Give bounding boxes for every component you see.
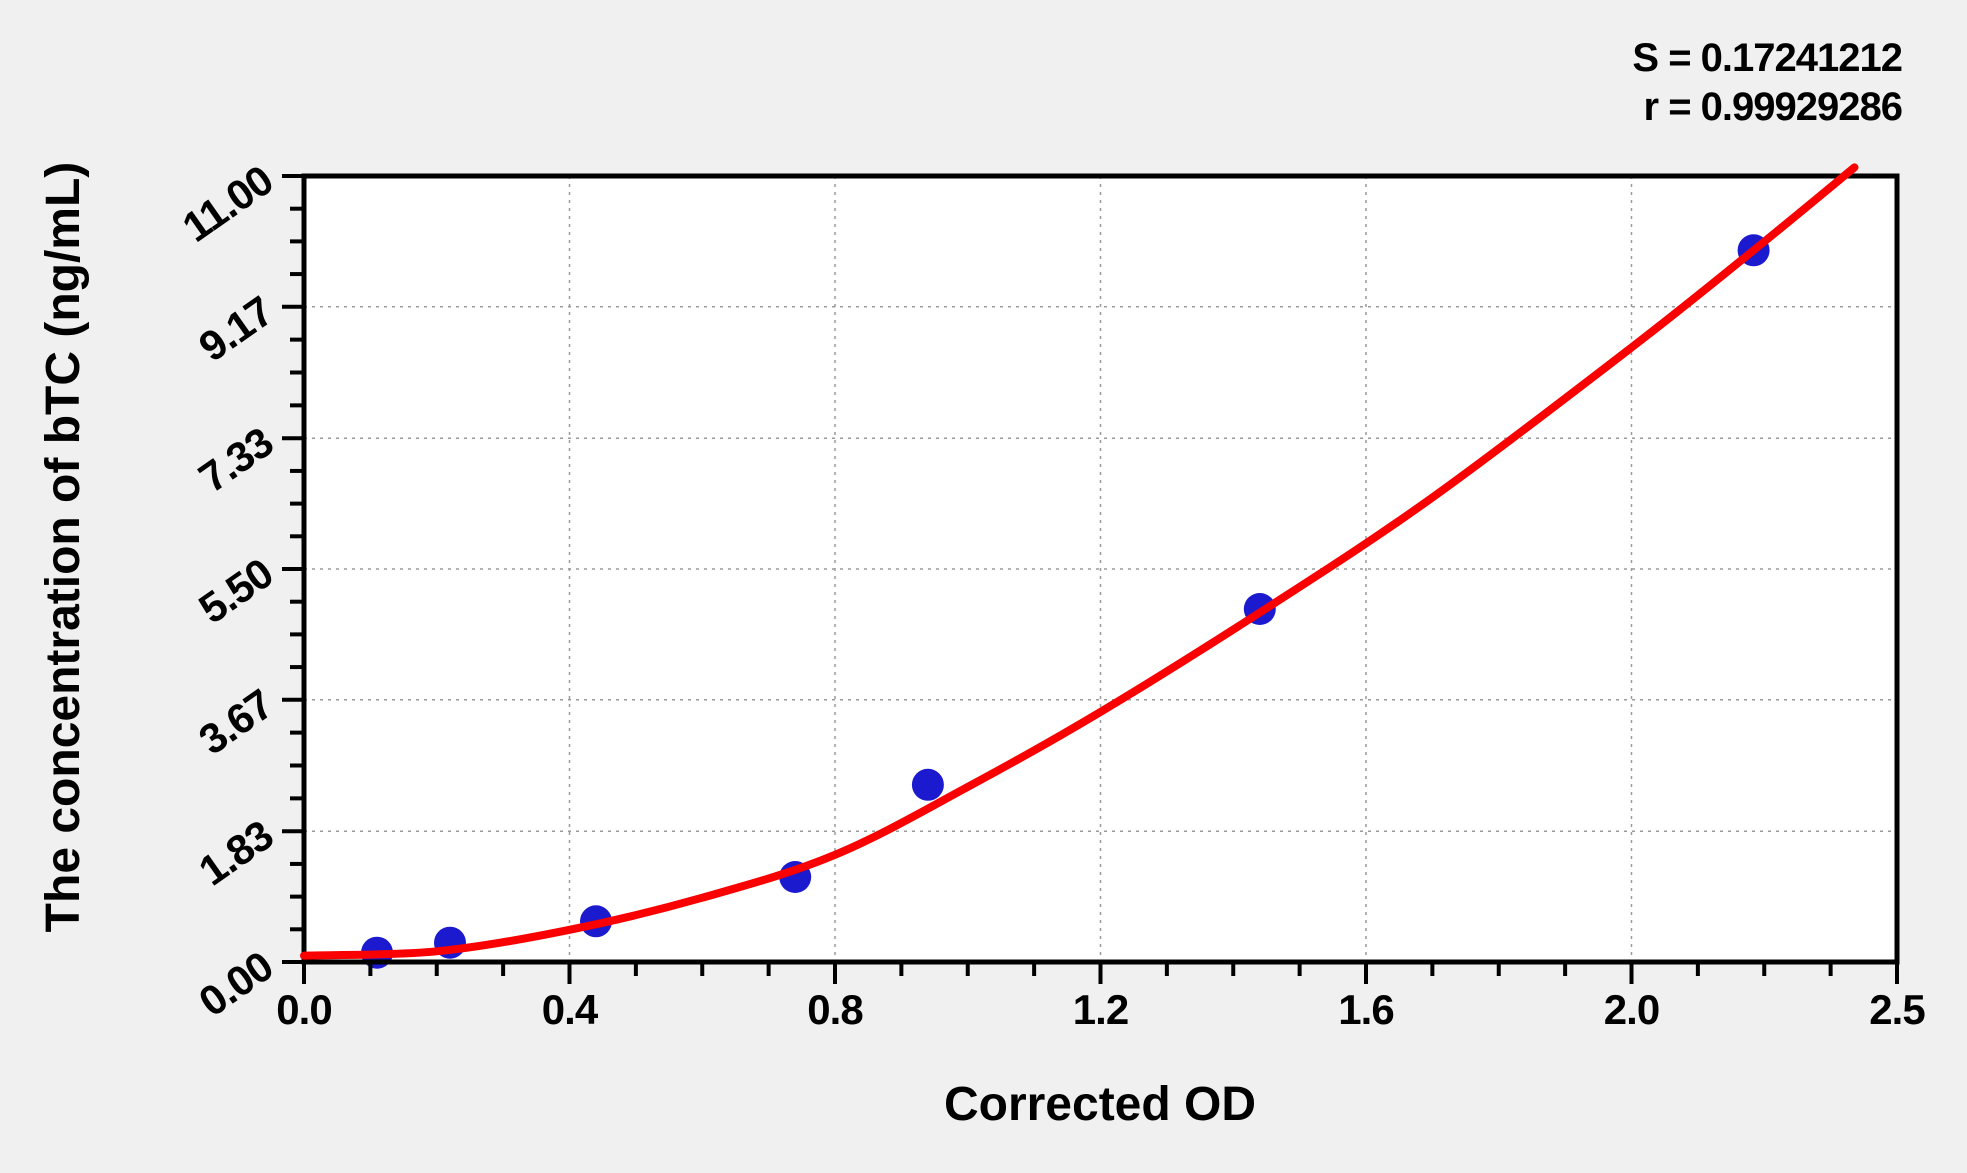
axis-ticks [282, 174, 1899, 984]
data-point [911, 768, 944, 801]
standard-curve-line [300, 163, 1859, 960]
x-tick-label: 0.8 [807, 986, 863, 1033]
x-tick-label: 0.4 [541, 986, 598, 1033]
x-tick-label: 1.6 [1338, 986, 1394, 1033]
x-tick-label: 0.0 [276, 986, 332, 1033]
x-axis-title: Corrected OD [943, 1078, 1257, 1131]
x-tick-label: 1.2 [1072, 986, 1129, 1033]
fit-s-value: S = 0.17241212 [1632, 36, 1903, 80]
gridlines [304, 176, 1897, 962]
fit-r-value: r = 0.99929286 [1643, 85, 1903, 129]
fit-statistics: S = 0.17241212 r = 0.99929286 [1632, 34, 1903, 132]
x-tick-label: 2.5 [1869, 986, 1925, 1033]
y-axis-title: The concentration of bTC (ng/mL) [37, 161, 90, 933]
x-tick-label: 2.0 [1603, 986, 1660, 1033]
